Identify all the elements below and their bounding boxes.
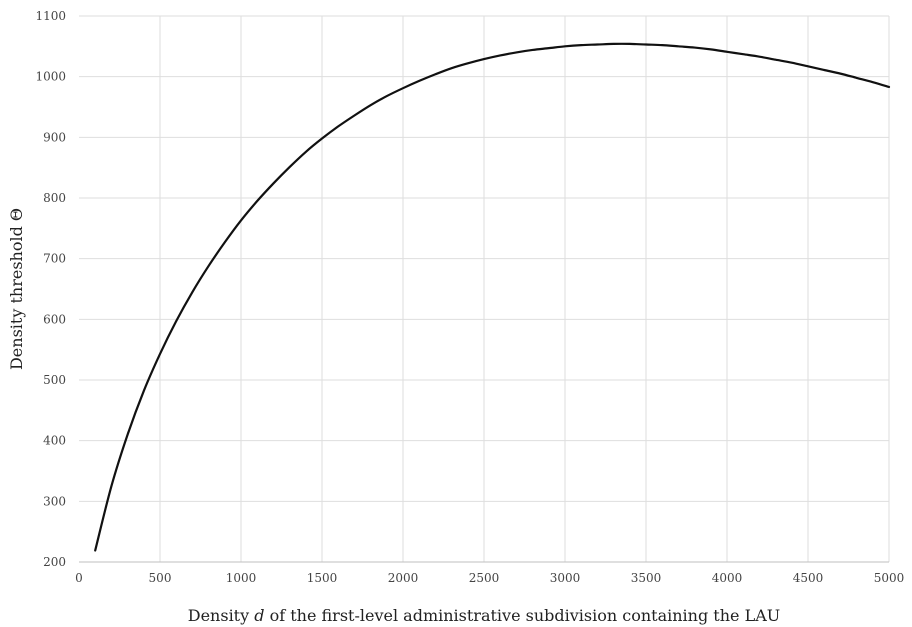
x-tick-label: 5000	[874, 571, 905, 585]
data-point	[499, 54, 501, 56]
data-point	[823, 69, 825, 71]
data-point	[370, 104, 372, 106]
data-point	[596, 44, 598, 46]
data-point	[353, 114, 355, 116]
data-point	[532, 49, 534, 51]
data-point	[402, 87, 404, 89]
x-tick-label: 2500	[469, 571, 500, 585]
data-point	[483, 58, 485, 60]
y-tick-label: 800	[43, 191, 66, 205]
data-point	[224, 241, 226, 243]
data-point	[94, 549, 96, 551]
y-tick-label: 700	[43, 252, 66, 266]
data-point	[791, 62, 793, 64]
y-tick-label: 200	[43, 555, 66, 569]
data-point	[807, 65, 809, 67]
data-point	[726, 51, 728, 53]
x-tick-label: 4000	[712, 571, 743, 585]
data-point	[127, 434, 129, 436]
data-point	[175, 320, 177, 322]
x-tick-labels: 0 500 1000 1500 2000 2500 3000 3500 4000 4500 5000	[75, 571, 904, 585]
data-points	[94, 43, 890, 552]
data-point	[272, 182, 274, 184]
data-point	[467, 62, 469, 64]
data-point	[661, 44, 663, 46]
x-axis-title-prefix: Density	[188, 606, 254, 625]
data-point	[710, 48, 712, 50]
data-point	[418, 80, 420, 82]
data-point	[240, 219, 242, 221]
data-point	[775, 59, 777, 61]
x-tick-label: 1500	[307, 571, 338, 585]
y-tick-labels: 200 300 400 500 600 700 800 900 1000 1100	[35, 9, 66, 569]
data-point	[451, 67, 453, 69]
data-point	[515, 51, 517, 53]
data-point	[694, 47, 696, 49]
data-point	[629, 43, 631, 45]
x-axis-title-suffix: of the first-level administrative subdiv…	[264, 606, 780, 625]
data-point	[613, 43, 615, 45]
x-tick-label: 0	[75, 571, 83, 585]
y-tick-label: 600	[43, 312, 66, 326]
data-point	[159, 353, 161, 355]
data-point	[548, 47, 550, 49]
data-point	[856, 77, 858, 79]
y-tick-label: 1100	[35, 9, 66, 23]
vertical-gridlines	[159, 16, 890, 562]
y-axis-title: Density threshold Θ	[7, 208, 26, 370]
horizontal-gridlines	[79, 15, 889, 502]
data-point	[110, 485, 112, 487]
data-point	[143, 390, 145, 392]
data-point	[888, 86, 890, 88]
x-tick-label: 1000	[226, 571, 257, 585]
data-point	[256, 200, 258, 202]
x-tick-label: 3500	[631, 571, 662, 585]
density-threshold-line	[94, 42, 891, 552]
y-tick-label: 1000	[35, 70, 66, 84]
data-point	[386, 95, 388, 97]
data-point	[564, 45, 566, 47]
data-point	[289, 166, 291, 168]
x-tick-label: 2000	[388, 571, 419, 585]
x-tick-label: 500	[149, 571, 172, 585]
y-tick-label: 400	[43, 434, 66, 448]
x-tick-label: 3000	[550, 571, 581, 585]
data-point	[758, 56, 760, 58]
data-point	[337, 125, 339, 127]
y-tick-label: 500	[43, 373, 66, 387]
data-point	[677, 45, 679, 47]
data-point	[645, 44, 647, 46]
data-point	[872, 81, 874, 83]
x-axis-title: Density d of the first-level administrat…	[188, 606, 781, 625]
data-point	[191, 291, 193, 293]
data-point	[208, 265, 210, 267]
data-point	[839, 73, 841, 75]
y-tick-label: 300	[43, 494, 66, 508]
data-point	[434, 73, 436, 75]
data-point	[742, 53, 744, 55]
x-axis-title-variable: d	[254, 606, 264, 625]
x-tick-label: 4500	[793, 571, 824, 585]
data-point	[321, 138, 323, 140]
data-point	[580, 44, 582, 46]
y-tick-label: 900	[43, 130, 66, 144]
data-point	[305, 151, 307, 153]
